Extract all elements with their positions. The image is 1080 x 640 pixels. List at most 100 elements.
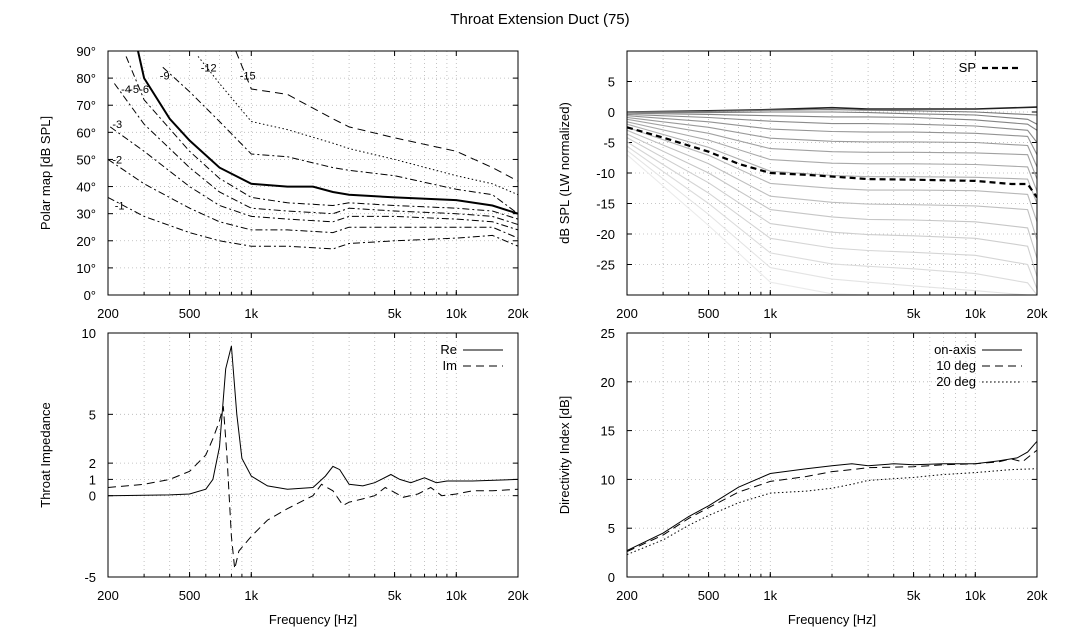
normalized-spl-x-tick-label: 1k xyxy=(763,306,777,321)
normalized-spl-curve-40-deg xyxy=(627,113,1037,143)
polar-map-series-8 xyxy=(235,51,518,182)
normalized-spl-frame xyxy=(626,50,1038,296)
polar-map-contour-label: -6 xyxy=(139,84,149,96)
normalized-spl-curve-100-deg xyxy=(627,126,1037,222)
normalized-spl-legend-label: SP xyxy=(959,60,976,75)
throat-impedance-x-tick-label: 10k xyxy=(446,588,467,603)
normalized-spl-x-tick-label: 200 xyxy=(616,306,638,321)
directivity-index-y-tick-label: 5 xyxy=(608,521,615,536)
normalized-spl-y-tick-label: -25 xyxy=(596,258,615,273)
polar-map-series-6 xyxy=(162,66,518,215)
throat-impedance-x-tick-label: 500 xyxy=(179,588,201,603)
throat-impedance-x-tick-label: 1k xyxy=(244,588,258,603)
directivity-index-x-tick-label: 1k xyxy=(763,588,777,603)
directivity-index-y-tick-label: 20 xyxy=(601,375,615,390)
normalized-spl-curve-60-deg xyxy=(627,116,1037,168)
polar-map-chart: 200 500 1k 5k 10k 20k 0° 10° 20° 30° 40° 50° 60° 70° 8… xyxy=(38,44,529,321)
normalized-spl-y-axis-label: dB SPL (LW normalized) xyxy=(557,102,572,244)
normalized-spl-legend: SP xyxy=(959,60,1022,75)
throat-impedance-y-tick-label: 1 xyxy=(89,472,96,487)
polar-map-y-tick-label: 40° xyxy=(76,180,96,195)
polar-map-x-tick-label: 10k xyxy=(446,306,467,321)
polar-map-y-tick-label: 70° xyxy=(76,98,96,113)
throat-impedance-frame xyxy=(107,332,519,578)
directivity-index-plot-area xyxy=(627,440,1037,556)
normalized-spl-curve-120-deg xyxy=(627,133,1037,259)
polar-map-grid xyxy=(108,51,518,295)
normalized-spl-x-tick-label: 5k xyxy=(907,306,921,321)
polar-map-contour-label: -5 xyxy=(129,84,139,96)
normalized-spl-x-tick-label: 20k xyxy=(1027,306,1048,321)
normalized-spl-curve-20-deg xyxy=(627,111,1037,125)
polar-map-x-tick-label: 200 xyxy=(97,306,119,321)
polar-map-contour-label: -1 xyxy=(115,201,125,213)
polar-map-contour-label: -15 xyxy=(240,70,256,82)
polar-map-contour-label: -4 xyxy=(121,84,131,96)
polar-map-series-0 xyxy=(108,196,518,250)
directivity-index-x-axis-label: Frequency [Hz] xyxy=(788,612,876,627)
normalized-spl-x-tick-label: 500 xyxy=(698,306,720,321)
throat-impedance-x-tick-label: 200 xyxy=(97,588,119,603)
throat-impedance-series-0 xyxy=(108,345,518,497)
polar-map-y-axis-label: Polar map [dB SPL] xyxy=(38,116,53,230)
normalized-spl-y-tick-label: -5 xyxy=(603,136,615,151)
normalized-spl-sp-curve xyxy=(627,126,1037,199)
directivity-index-legend-label: 10 deg xyxy=(936,358,976,373)
throat-impedance-y-tick-label: 10 xyxy=(82,326,96,341)
normalized-spl-curve-150-deg xyxy=(627,145,1037,295)
polar-map-x-tick-label: 1k xyxy=(244,306,258,321)
normalized-spl-y-tick-label: -15 xyxy=(596,197,615,212)
throat-impedance-y-tick-label: -5 xyxy=(84,570,96,585)
directivity-index-series-2 xyxy=(627,468,1037,556)
normalized-spl-curve-0-deg xyxy=(627,106,1037,113)
polar-map-x-tick-label: 20k xyxy=(508,306,529,321)
polar-map-contour-label: -2 xyxy=(112,154,122,166)
polar-map-y-tick-label: 10° xyxy=(76,261,96,276)
throat-impedance-x-axis-label: Frequency [Hz] xyxy=(269,612,357,627)
throat-impedance-x-tick-label: 5k xyxy=(388,588,402,603)
directivity-index-x-tick-label: 20k xyxy=(1027,588,1048,603)
throat-impedance-x-tick-label: 20k xyxy=(508,588,529,603)
polar-map-contour-label: -9 xyxy=(160,70,170,82)
polar-map-y-tick-label: 80° xyxy=(76,71,96,86)
directivity-index-x-tick-label: 5k xyxy=(907,588,921,603)
directivity-index-x-tick-label: 10k xyxy=(965,588,986,603)
directivity-index-legend-label: 20 deg xyxy=(936,374,976,389)
normalized-spl-curve-70-deg xyxy=(627,118,1037,180)
polar-map-contour-label: -3 xyxy=(112,119,122,131)
polar-map-series-1 xyxy=(108,158,518,239)
polar-map-y-tick-label: 50° xyxy=(76,152,96,167)
directivity-index-y-tick-label: 15 xyxy=(601,424,615,439)
directivity-index-x-tick-label: 200 xyxy=(616,588,638,603)
throat-impedance-legend-label: Im xyxy=(443,358,457,373)
polar-map-plot-area xyxy=(108,51,518,250)
normalized-spl-x-tick-label: 10k xyxy=(965,306,986,321)
polar-map-contour-label: -12 xyxy=(201,62,217,74)
polar-map-y-tick-label: 90° xyxy=(76,44,96,59)
polar-map-frame xyxy=(107,50,519,296)
throat-impedance-y-tick-label: 0 xyxy=(89,489,96,504)
normalized-spl-y-tick-label: 5 xyxy=(608,75,615,90)
directivity-index-y-axis-label: Directivity Index [dB] xyxy=(557,396,572,515)
normalized-spl-curve-90-deg xyxy=(627,123,1037,204)
normalized-spl-curve-160-deg xyxy=(627,149,1037,295)
directivity-index-series-1 xyxy=(627,449,1037,553)
figure-title: Throat Extension Duct (75) xyxy=(450,11,629,28)
throat-impedance-plot-area xyxy=(108,345,518,570)
directivity-index-legend-label: on-axis xyxy=(934,342,976,357)
throat-impedance-y-axis-label: Throat Impedance xyxy=(38,402,53,508)
directivity-index-y-tick-label: 0 xyxy=(608,570,615,585)
normalized-spl-y-tick-label: 0 xyxy=(608,105,615,120)
polar-map-x-tick-label: 5k xyxy=(388,306,402,321)
throat-impedance-series-1 xyxy=(108,406,518,570)
normalized-spl-chart: 200 500 1k 5k 10k 20k 5 0 -5 -10 -15 -20 -25 dB SPL (… xyxy=(557,50,1048,321)
directivity-index-frame xyxy=(626,332,1038,578)
normalized-spl-curve-30-deg xyxy=(627,112,1037,131)
normalized-spl-curve-10-deg xyxy=(627,109,1037,116)
normalized-spl-curve-170-deg xyxy=(627,154,1037,295)
polar-map-y-tick-label: 0° xyxy=(84,288,96,303)
normalized-spl-curve-110-deg xyxy=(627,129,1037,241)
